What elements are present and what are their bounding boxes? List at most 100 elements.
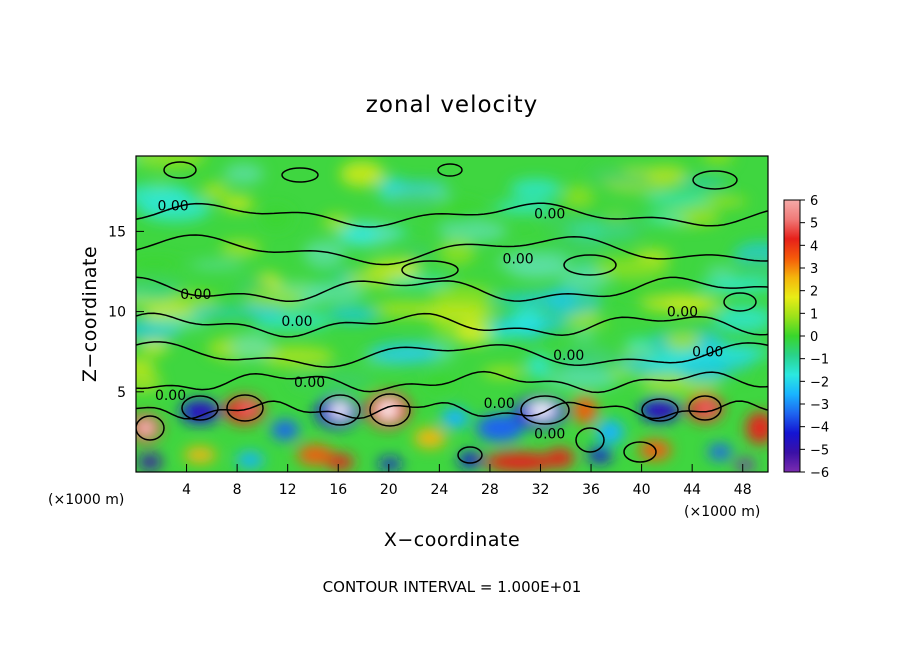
field-anomaly (240, 402, 256, 414)
contour-label: 0.00 (534, 427, 565, 443)
field-patch (179, 308, 258, 317)
field-patch (303, 240, 345, 267)
field-patch (257, 345, 335, 368)
field-patch (425, 373, 455, 391)
contour-loop (163, 161, 197, 179)
contour-label: 0.00 (534, 207, 565, 223)
field-patch (640, 297, 723, 312)
field-patch (509, 178, 562, 199)
contour-loop (226, 394, 264, 422)
field-anomaly (708, 444, 732, 460)
field-anomaly (573, 396, 597, 424)
field-patch (705, 265, 737, 278)
field-anomaly (476, 414, 524, 442)
contour-loop (319, 394, 361, 426)
field-anomaly (596, 420, 624, 444)
field-patch (223, 163, 264, 185)
field-patch (439, 238, 476, 265)
field-patch (674, 178, 728, 187)
field-patch (222, 196, 254, 211)
contour-loop (723, 292, 757, 312)
contour-lines (136, 161, 768, 464)
colorbar-tick-label: 1 (810, 307, 818, 322)
x-unit-right: (×1000 m) (684, 504, 760, 520)
field-anomaly (378, 458, 402, 470)
field-patch (614, 285, 684, 296)
x-tick-label: 28 (481, 482, 499, 498)
colorbar-tick-label: −6 (810, 466, 829, 481)
colorbar-tick-label: 2 (810, 285, 818, 300)
field-patch (713, 305, 768, 330)
contour-loop (181, 395, 219, 421)
field-anomaly (528, 402, 556, 418)
field-anomaly (484, 452, 556, 472)
field-anomaly (652, 404, 672, 416)
field-anomaly (414, 428, 446, 448)
field-patch (136, 359, 157, 372)
field-patch (482, 368, 525, 377)
x-tick-label: 32 (532, 482, 550, 498)
field-patch (220, 240, 262, 256)
contour-loop (136, 415, 165, 441)
contour-loop (623, 441, 657, 463)
contour-loop (281, 167, 319, 183)
field-patch (515, 243, 577, 253)
contour-loop (520, 395, 570, 425)
velocity-field (136, 156, 768, 472)
colorbar-tick-label: 5 (810, 217, 818, 232)
contour-loop (401, 260, 459, 280)
colorbar-tick-label: −2 (810, 375, 829, 390)
field-anomaly (441, 408, 469, 428)
contour-line (136, 341, 768, 368)
contour-line (136, 276, 768, 303)
x-axis-title: X−coordinate (384, 529, 520, 551)
contour-label: 0.00 (692, 345, 723, 361)
x-unit-left: (×1000 m) (48, 492, 124, 508)
x-tick-label: 44 (683, 482, 701, 498)
field-patch (254, 313, 332, 330)
contour-label: 0.00 (157, 199, 188, 215)
contour-label: 0.00 (553, 348, 584, 364)
field-patch (562, 185, 594, 207)
contour-label: 0.00 (484, 396, 515, 412)
field-patch (597, 215, 646, 242)
x-tick-label: 8 (233, 482, 242, 498)
field-patch (698, 279, 760, 292)
colorbar-tick-label: 3 (810, 262, 818, 277)
colorbar-tick-label: −4 (810, 421, 829, 436)
contour-loop (575, 427, 605, 453)
field-patch (539, 213, 607, 229)
field-anomaly (735, 459, 755, 471)
x-axis-ticks: 4 8 12 16 20 24 28 32 36 40 44 48 (182, 464, 752, 498)
field-patch (201, 182, 229, 200)
field-patch (571, 330, 596, 342)
field-anomaly (326, 454, 354, 470)
field-patch (544, 368, 620, 390)
field-anomaly (193, 407, 211, 417)
field-patch (136, 257, 184, 269)
contour-loop (641, 398, 679, 422)
field-patch (593, 257, 670, 279)
contour-line (136, 370, 768, 394)
field-anomaly (588, 447, 612, 463)
field-anomaly (236, 452, 264, 468)
colorbar-scale (783, 199, 801, 473)
field-patch (558, 347, 624, 370)
field-patch (677, 358, 730, 384)
field-patch (382, 191, 443, 212)
field-patch (328, 305, 378, 324)
contour-loop (692, 170, 738, 190)
x-tick-label: 12 (279, 482, 297, 498)
field-patch (136, 277, 188, 298)
field-patch (607, 367, 636, 379)
field-patch (645, 165, 689, 186)
field-anomaly (184, 447, 216, 463)
field-patch (438, 219, 508, 243)
contour-line (136, 202, 768, 228)
field-anomaly (271, 420, 299, 440)
colorbar-tick-label: 0 (810, 330, 818, 345)
contour-loop (688, 395, 722, 421)
colorbar-tick-label: −1 (810, 353, 829, 368)
field-patch (230, 332, 275, 361)
